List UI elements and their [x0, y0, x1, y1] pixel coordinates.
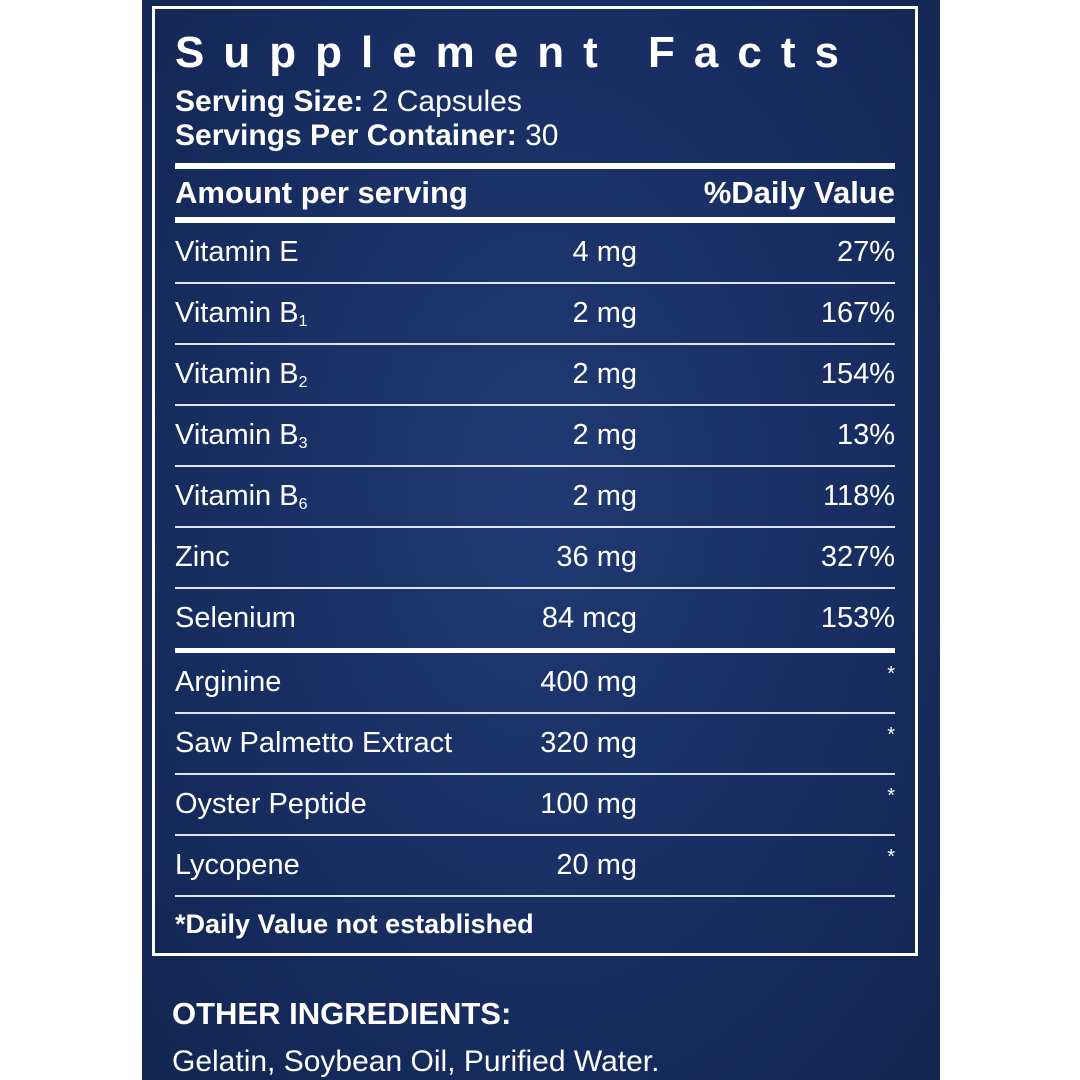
servings-per-value: 30	[525, 119, 559, 152]
nutrient-amount: 2 mg	[572, 480, 637, 512]
supplement-facts-content: Supplement Facts Serving Size: 2 Capsule…	[175, 9, 895, 940]
row-divider	[175, 526, 895, 528]
amount-header: Amount per serving	[175, 175, 468, 210]
nutrient-row: Vitamin B6 2 mg 118%	[175, 467, 895, 526]
nutrient-amount: 2 mg	[572, 419, 637, 451]
daily-value-header: %Daily Value	[703, 175, 895, 210]
nutrient-subscript: 2	[298, 374, 308, 391]
nutrient-daily-value: 118%	[822, 480, 895, 512]
nutrient-daily-value: 153%	[820, 602, 895, 634]
column-header-row: Amount per serving %Daily Value	[175, 169, 895, 217]
servings-per-label: Servings Per Container:	[175, 119, 517, 152]
nutrient-row: Vitamin B1 2 mg 167%	[175, 284, 895, 343]
nutrient-name-text: Vitamin B	[175, 358, 299, 390]
nutrient-row: Vitamin E 4 mg 27%	[175, 223, 895, 282]
nutrient-amount: 20 mg	[556, 849, 637, 881]
row-divider	[175, 282, 895, 284]
nutrient-amount: 84 mcg	[541, 602, 637, 634]
nutrient-name-text: Zinc	[175, 541, 230, 573]
nutrient-name: Vitamin B2	[175, 358, 307, 392]
nutrient-amount: 4 mg	[572, 236, 637, 268]
row-divider	[175, 343, 895, 345]
row-divider	[175, 834, 895, 836]
row-divider	[175, 465, 895, 467]
nutrient-daily-value: *	[887, 724, 895, 746]
row-divider	[175, 587, 895, 589]
nutrient-subscript: 1	[298, 313, 308, 330]
section-divider-rule	[175, 648, 895, 653]
nutrient-name-text: Vitamin E	[175, 236, 299, 268]
nutrient-row: Vitamin B2 2 mg 154%	[175, 345, 895, 404]
nutrient-name: Oyster Peptide	[175, 788, 367, 821]
nutrient-daily-value: 154%	[820, 358, 895, 390]
nutrient-name: Saw Palmetto Extract	[175, 727, 452, 760]
nutrient-name-text: Vitamin B	[175, 480, 299, 512]
nutrient-name: Vitamin E	[175, 236, 299, 269]
nutrient-name-text: Arginine	[175, 666, 282, 698]
nutrient-daily-value: *	[887, 663, 895, 685]
nutrient-name: Vitamin B1	[175, 297, 307, 331]
nutrient-row: Oyster Peptide 100 mg *	[175, 775, 895, 834]
row-divider	[175, 404, 895, 406]
nutrient-daily-value: 27%	[836, 236, 895, 268]
label-background	[142, 0, 940, 1080]
nutrient-amount: 36 mg	[556, 541, 637, 573]
servings-per-container: Servings Per Container: 30	[175, 121, 895, 151]
serving-size-value: 2 Capsules	[371, 85, 522, 118]
nutrient-row: Arginine 400 mg *	[175, 653, 895, 712]
panel-title: Supplement Facts	[175, 28, 858, 77]
nutrient-name: Vitamin B3	[175, 419, 307, 453]
serving-size: Serving Size: 2 Capsules	[175, 87, 895, 117]
nutrient-name-text: Selenium	[175, 602, 296, 634]
nutrient-row: Saw Palmetto Extract 320 mg *	[175, 714, 895, 773]
nutrient-amount: 400 mg	[540, 666, 637, 698]
nutrient-daily-value: *	[887, 785, 895, 807]
nutrient-daily-value: 13%	[836, 419, 895, 451]
nutrient-name: Arginine	[175, 666, 281, 699]
header-rule	[175, 163, 895, 169]
nutrient-row: Selenium 84 mcg 153%	[175, 589, 895, 648]
nutrient-daily-value: 327%	[820, 541, 895, 573]
other-ingredient-rows: Arginine 400 mg * Saw Palmetto Extract 320 m…	[175, 653, 895, 897]
column-header-rule	[175, 217, 895, 223]
nutrient-name-text: Vitamin B	[175, 297, 299, 329]
nutrient-amount: 100 mg	[540, 788, 637, 820]
nutrient-amount: 2 mg	[572, 297, 637, 329]
nutrient-name-text: Saw Palmetto Extract	[175, 727, 453, 759]
row-divider	[175, 773, 895, 775]
row-divider	[175, 712, 895, 714]
serving-size-label: Serving Size:	[175, 85, 364, 118]
nutrient-amount: 320 mg	[540, 727, 637, 759]
supplement-facts-panel: Supplement Facts Serving Size: 2 Capsule…	[152, 6, 918, 956]
other-ingredients-list: Gelatin, Soybean Oil, Purified Water.	[172, 1045, 660, 1078]
nutrient-subscript: 6	[298, 496, 308, 513]
daily-value-footnote: *Daily Value not established	[175, 909, 534, 939]
nutrient-name: Lycopene	[175, 849, 300, 882]
nutrient-name-text: Vitamin B	[175, 419, 299, 451]
nutrient-daily-value: 167%	[820, 297, 895, 329]
nutrient-name: Zinc	[175, 541, 230, 574]
nutrient-daily-value: *	[887, 846, 895, 868]
nutrient-row: Lycopene 20 mg *	[175, 836, 895, 895]
row-divider	[175, 895, 895, 897]
nutrient-row: Zinc 36 mg 327%	[175, 528, 895, 587]
nutrient-name-text: Lycopene	[175, 849, 300, 881]
nutrient-name-text: Oyster Peptide	[175, 788, 367, 820]
nutrient-amount: 2 mg	[572, 358, 637, 390]
other-ingredients-heading: OTHER INGREDIENTS:	[172, 996, 512, 1031]
nutrient-name: Vitamin B6	[175, 480, 307, 514]
nutrient-subscript: 3	[298, 435, 308, 452]
nutrient-name: Selenium	[175, 602, 296, 635]
nutrient-row: Vitamin B3 2 mg 13%	[175, 406, 895, 465]
